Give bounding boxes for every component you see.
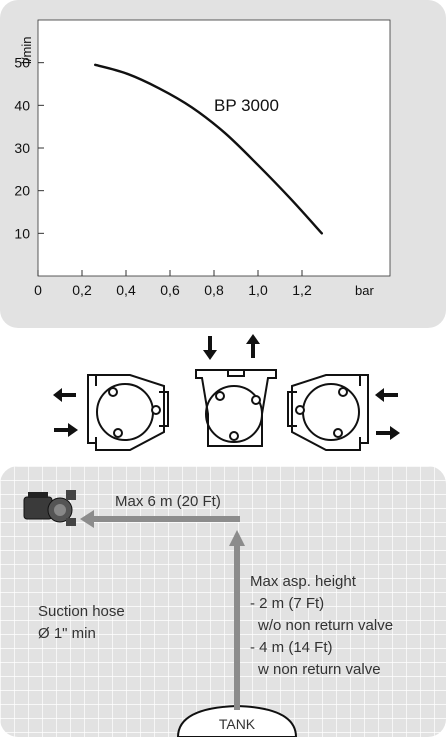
- arrow-up-icon: [246, 334, 260, 358]
- install-grid: [0, 466, 446, 737]
- hose-label-line1: Suction hose: [38, 603, 125, 620]
- pump-orientation-diagram: [53, 334, 400, 451]
- asp-height-title: Max asp. height: [250, 573, 357, 590]
- x-tick-label: 0: [34, 282, 42, 298]
- asp-height-line4: w non return valve: [257, 661, 381, 678]
- hose-label-line2: Ø 1" min: [38, 625, 96, 642]
- arrow-right-icon: [376, 426, 400, 440]
- series-label-bp-3000: BP 3000: [214, 96, 279, 115]
- arrow-left-icon: [53, 388, 76, 402]
- x-axis-ticks: 0 0,2 0,4 0,6 0,8 1,0 1,2: [34, 270, 312, 298]
- y-tick-label: 20: [14, 183, 30, 199]
- y-tick-label: 40: [14, 97, 30, 113]
- pump-left-view: [87, 374, 169, 451]
- performance-chart: 10 20 30 40 50 0 0,2 0,4 0,6 0,8 1,0 1,2 l/min bar…: [0, 0, 446, 328]
- y-tick-label: 30: [14, 140, 30, 156]
- y-tick-label: 50: [14, 55, 30, 71]
- max-distance-label: Max 6 m (20 Ft): [115, 493, 221, 510]
- asp-height-line3: - 4 m (14 Ft): [250, 639, 333, 656]
- installation-diagram: Max 6 m (20 Ft) Max asp. height - 2 m (7…: [0, 466, 446, 737]
- x-tick-label: 0,8: [204, 282, 224, 298]
- pump-middle-view: [195, 369, 277, 447]
- x-tick-label: 1,2: [292, 282, 312, 298]
- series-line-bp-3000: [94, 63, 323, 235]
- arrow-left-icon: [375, 388, 398, 402]
- y-axis-ticks: 10 20 30 40 50: [14, 55, 44, 241]
- arrow-down-icon: [203, 336, 217, 360]
- pump-icon: [23, 490, 76, 526]
- plot-area: [37, 19, 391, 277]
- x-tick-label: 0,4: [116, 282, 136, 298]
- arrow-right-icon: [54, 423, 78, 437]
- x-tick-label: 0,6: [160, 282, 180, 298]
- y-axis-label: l/min: [19, 37, 34, 64]
- x-tick-label: 0,2: [72, 282, 92, 298]
- y-tick-label: 10: [14, 225, 30, 241]
- suction-pipe: [80, 510, 245, 710]
- x-axis-label: bar: [355, 283, 374, 298]
- x-tick-label: 1,0: [248, 282, 268, 298]
- pump-right-view: [287, 374, 369, 451]
- asp-height-line2: w/o non return valve: [257, 617, 393, 634]
- tank-label: TANK: [219, 716, 256, 732]
- asp-height-line1: - 2 m (7 Ft): [250, 595, 324, 612]
